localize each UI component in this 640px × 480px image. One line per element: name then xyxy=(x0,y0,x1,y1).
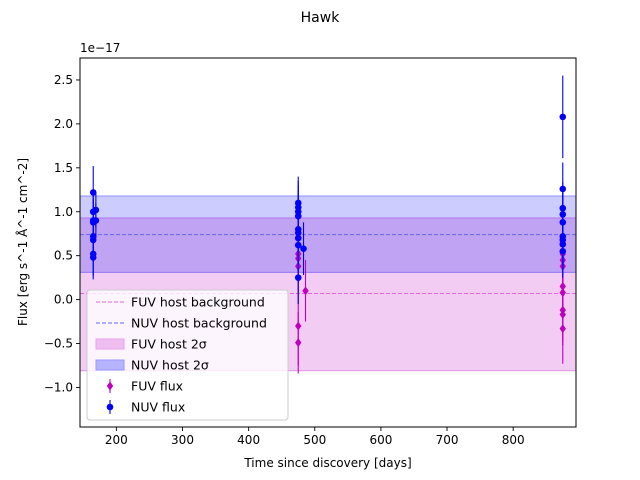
x-tick-label: 200 xyxy=(105,433,128,447)
nuv-marker xyxy=(300,245,307,252)
nuv-data-point xyxy=(89,235,97,280)
legend-item: NUV flux xyxy=(106,400,185,415)
legend-label: FUV host background xyxy=(131,295,265,310)
legend-patch-swatch xyxy=(95,359,125,371)
fuv-marker xyxy=(559,324,566,334)
legend-label: NUV host 2σ xyxy=(131,358,209,373)
legend-item: NUV host 2σ xyxy=(95,358,209,373)
y-tick-label: 0.5 xyxy=(54,249,73,263)
legend-item: FUV host 2σ xyxy=(95,337,207,352)
nuv-marker xyxy=(559,113,567,121)
nuv-marker xyxy=(294,274,302,281)
y-offset-text: 1e−17 xyxy=(80,41,120,55)
nuv-data-point xyxy=(300,222,307,276)
chart-title: Hawk xyxy=(301,10,341,26)
fuv-marker xyxy=(302,286,309,296)
legend-label: FUV host 2σ xyxy=(131,337,207,352)
y-axis-label: Flux [erg s^-1 Å^-1 cm^-2] xyxy=(15,158,30,326)
axes-frame xyxy=(79,57,577,428)
y-tick-label: 2.5 xyxy=(54,73,73,87)
legend-label: NUV host background xyxy=(131,316,267,331)
fuv-data-point xyxy=(295,311,302,374)
legend-item: FUV flux xyxy=(106,379,183,394)
x-tick-label: 800 xyxy=(502,433,525,447)
y-tick-label: −0.5 xyxy=(44,337,73,351)
x-axis-label: Time since discovery [days] xyxy=(243,456,411,470)
nuv-data-point xyxy=(559,224,567,278)
x-tick-label: 300 xyxy=(171,433,194,447)
nuv-data-point xyxy=(294,251,302,304)
y-tick-label: 2.0 xyxy=(54,117,73,131)
y-tick-label: 1.0 xyxy=(54,205,73,219)
nuv-marker xyxy=(294,241,302,249)
fuv-data-point xyxy=(559,293,566,364)
fuv-data-point xyxy=(302,260,309,322)
x-tick-label: 500 xyxy=(303,433,326,447)
legend: FUV host background NUV host background FU… xyxy=(86,289,289,421)
y-tick-label: 1.5 xyxy=(54,161,73,175)
nuv-marker xyxy=(89,254,97,261)
legend-item: NUV host background xyxy=(96,316,267,331)
nuv-marker xyxy=(559,247,567,255)
x-tick-label: 700 xyxy=(436,433,459,447)
legend-circle-swatch xyxy=(106,403,114,411)
legend-item: FUV host background xyxy=(96,295,265,310)
y-tick-label: 0.0 xyxy=(54,293,73,307)
nuv-marker xyxy=(92,217,100,224)
x-tick-label: 400 xyxy=(237,433,260,447)
nuv-data-point xyxy=(92,202,100,239)
legend-patch-swatch xyxy=(95,338,125,350)
x-tick-label: 600 xyxy=(369,433,392,447)
legend-box xyxy=(86,289,289,421)
legend-label: NUV flux xyxy=(131,400,185,415)
y-tick-label: −1.0 xyxy=(44,380,73,394)
legend-diamond-swatch xyxy=(106,381,114,391)
fuv-marker xyxy=(295,338,302,348)
nuv-data-point xyxy=(559,75,567,159)
legend-label: FUV flux xyxy=(131,379,183,394)
